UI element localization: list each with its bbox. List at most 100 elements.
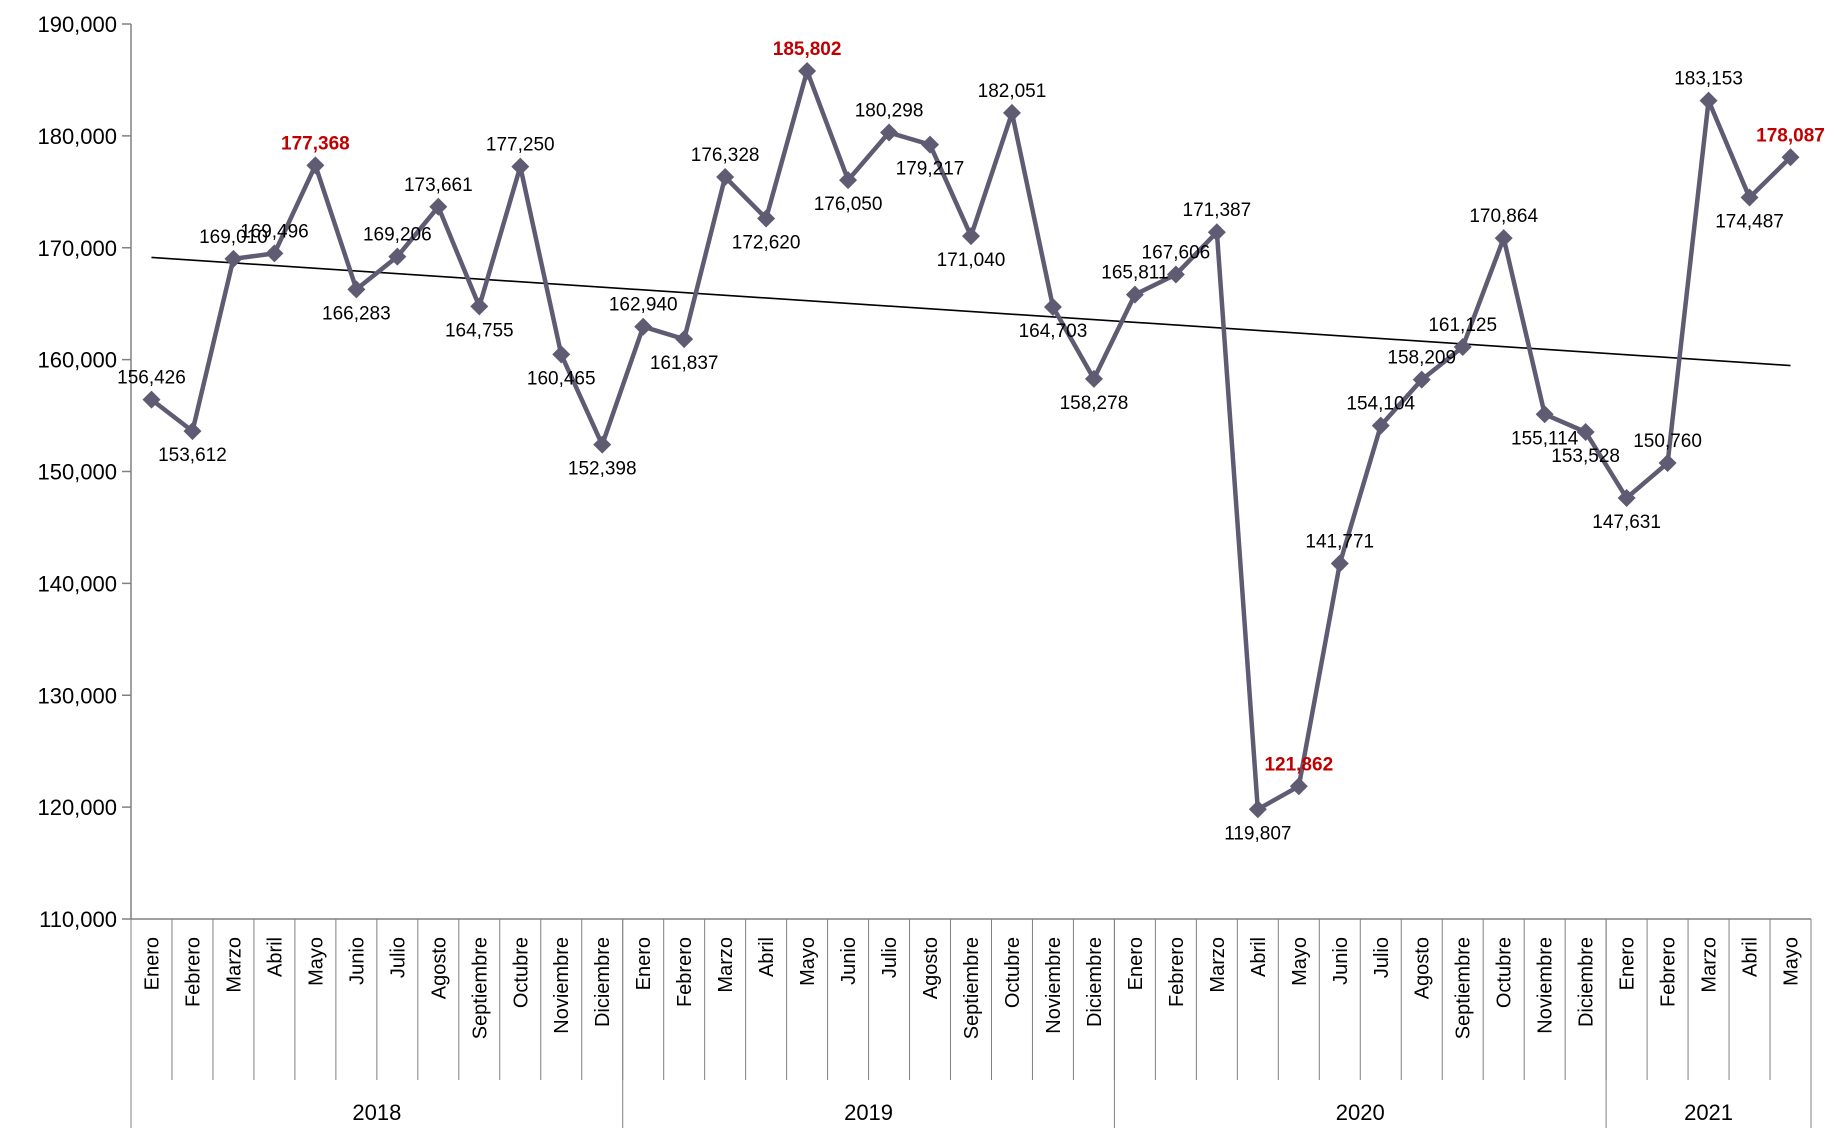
x-month-label: Julio xyxy=(1371,937,1393,978)
x-month-label: Mayo xyxy=(305,937,327,986)
data-label: 119,807 xyxy=(1224,823,1291,844)
data-point-marker xyxy=(265,244,284,263)
data-point-marker xyxy=(634,317,653,336)
data-point-marker xyxy=(1084,369,1103,388)
data-label: 153,612 xyxy=(158,445,227,466)
data-point-marker xyxy=(1740,188,1759,207)
data-point-marker xyxy=(1330,554,1349,573)
data-point-marker xyxy=(675,330,694,349)
data-point-marker xyxy=(1699,91,1718,110)
data-point-marker xyxy=(347,280,366,299)
y-tick-label: 180,000 xyxy=(37,124,117,149)
x-year-label: 2018 xyxy=(352,1100,401,1125)
data-point-marker xyxy=(470,297,489,316)
y-tick-label: 120,000 xyxy=(37,795,117,820)
x-month-label: Febrero xyxy=(1166,937,1188,1007)
data-point-marker xyxy=(552,345,571,364)
data-label: 171,387 xyxy=(1183,200,1252,221)
data-label: 169,496 xyxy=(240,221,309,242)
data-point-marker xyxy=(1002,103,1021,122)
x-month-label: Agosto xyxy=(1412,937,1434,999)
data-point-marker xyxy=(1371,416,1390,435)
x-month-label: Febrero xyxy=(182,937,204,1007)
data-point-marker xyxy=(757,209,776,228)
data-point-marker xyxy=(1207,223,1226,242)
x-month-label: Diciembre xyxy=(1576,937,1598,1027)
x-month-label: Abril xyxy=(756,937,778,977)
x-month-label: Julio xyxy=(387,937,409,978)
x-month-label: Marzo xyxy=(223,937,245,993)
data-label: 173,661 xyxy=(404,175,473,196)
y-tick-label: 170,000 xyxy=(37,236,117,261)
data-point-marker xyxy=(880,123,899,142)
data-label: 169,010 xyxy=(199,227,268,248)
trendline-line xyxy=(151,256,1791,367)
data-point-marker xyxy=(1248,800,1267,819)
data-point-marker xyxy=(1576,423,1595,442)
data-label: 156,426 xyxy=(117,368,186,389)
x-axis: Enero Febrero Marzo Abril Mayo Junio Julio Agos… xyxy=(130,918,1812,1128)
x-month-label: Marzo xyxy=(1207,937,1229,993)
data-label: 166,283 xyxy=(322,303,391,324)
x-month-label: Febrero xyxy=(1658,937,1680,1007)
trendline xyxy=(151,256,1791,367)
data-label: 176,328 xyxy=(691,145,760,166)
data-point-marker xyxy=(593,435,612,454)
data-label: 161,837 xyxy=(650,353,719,374)
y-tick-label: 110,000 xyxy=(39,907,117,932)
x-month-label: Diciembre xyxy=(1084,937,1106,1027)
x-month-label: Junio xyxy=(838,937,860,985)
data-point-marker xyxy=(142,390,161,409)
y-tick-label: 130,000 xyxy=(37,683,117,708)
x-month-label: Diciembre xyxy=(592,937,614,1027)
data-label: 158,209 xyxy=(1387,348,1456,369)
data-label: 177,368 xyxy=(281,133,350,154)
data-label: 171,040 xyxy=(937,250,1006,271)
data-series xyxy=(142,61,1800,819)
x-month-label: Enero xyxy=(1125,937,1147,990)
x-month-label: Septiembre xyxy=(1453,937,1475,1039)
x-year-label: 2021 xyxy=(1684,1100,1733,1125)
data-point-marker xyxy=(1781,148,1800,167)
data-point-marker xyxy=(839,171,858,190)
x-month-label: Febrero xyxy=(674,937,696,1007)
data-label: 182,051 xyxy=(978,81,1047,102)
data-point-marker xyxy=(1535,405,1554,424)
data-label: 165,811 xyxy=(1101,263,1168,284)
x-month-label: Julio xyxy=(879,937,901,978)
data-label: 154,104 xyxy=(1346,394,1415,415)
data-point-marker xyxy=(1166,265,1185,284)
data-label: 170,864 xyxy=(1469,206,1538,227)
data-point-marker xyxy=(183,422,202,441)
data-label: 153,528 xyxy=(1551,446,1620,467)
data-label: 161,125 xyxy=(1428,315,1497,336)
data-point-marker xyxy=(716,167,735,186)
data-label: 180,298 xyxy=(855,101,924,122)
x-month-label: Enero xyxy=(141,937,163,990)
data-point-marker xyxy=(224,249,243,268)
data-point-marker xyxy=(1289,777,1308,796)
x-month-label: Noviembre xyxy=(1043,937,1065,1034)
x-month-label: Agosto xyxy=(920,937,942,999)
data-point-marker xyxy=(1494,229,1513,248)
y-tick-label: 140,000 xyxy=(37,571,117,596)
data-label: 183,153 xyxy=(1674,69,1743,90)
data-label: 158,278 xyxy=(1060,393,1129,414)
data-label: 174,487 xyxy=(1715,212,1784,233)
x-month-label: Septiembre xyxy=(961,937,983,1039)
data-point-marker xyxy=(1125,285,1144,304)
data-label: 164,755 xyxy=(445,320,514,341)
data-label: 155,114 xyxy=(1511,428,1579,449)
data-label: 150,760 xyxy=(1633,431,1702,452)
data-label: 164,703 xyxy=(1019,321,1088,342)
x-month-label: Enero xyxy=(633,937,655,990)
x-month-label: Junio xyxy=(1330,937,1352,985)
x-year-label: 2019 xyxy=(844,1100,893,1125)
x-month-label: Noviembre xyxy=(551,937,573,1034)
data-point-marker xyxy=(962,227,980,246)
data-point-marker xyxy=(306,156,325,175)
data-label: 162,940 xyxy=(609,295,678,316)
x-month-label: Mayo xyxy=(1781,937,1803,986)
data-label: 167,606 xyxy=(1142,243,1211,264)
data-label: 152,398 xyxy=(568,459,637,480)
